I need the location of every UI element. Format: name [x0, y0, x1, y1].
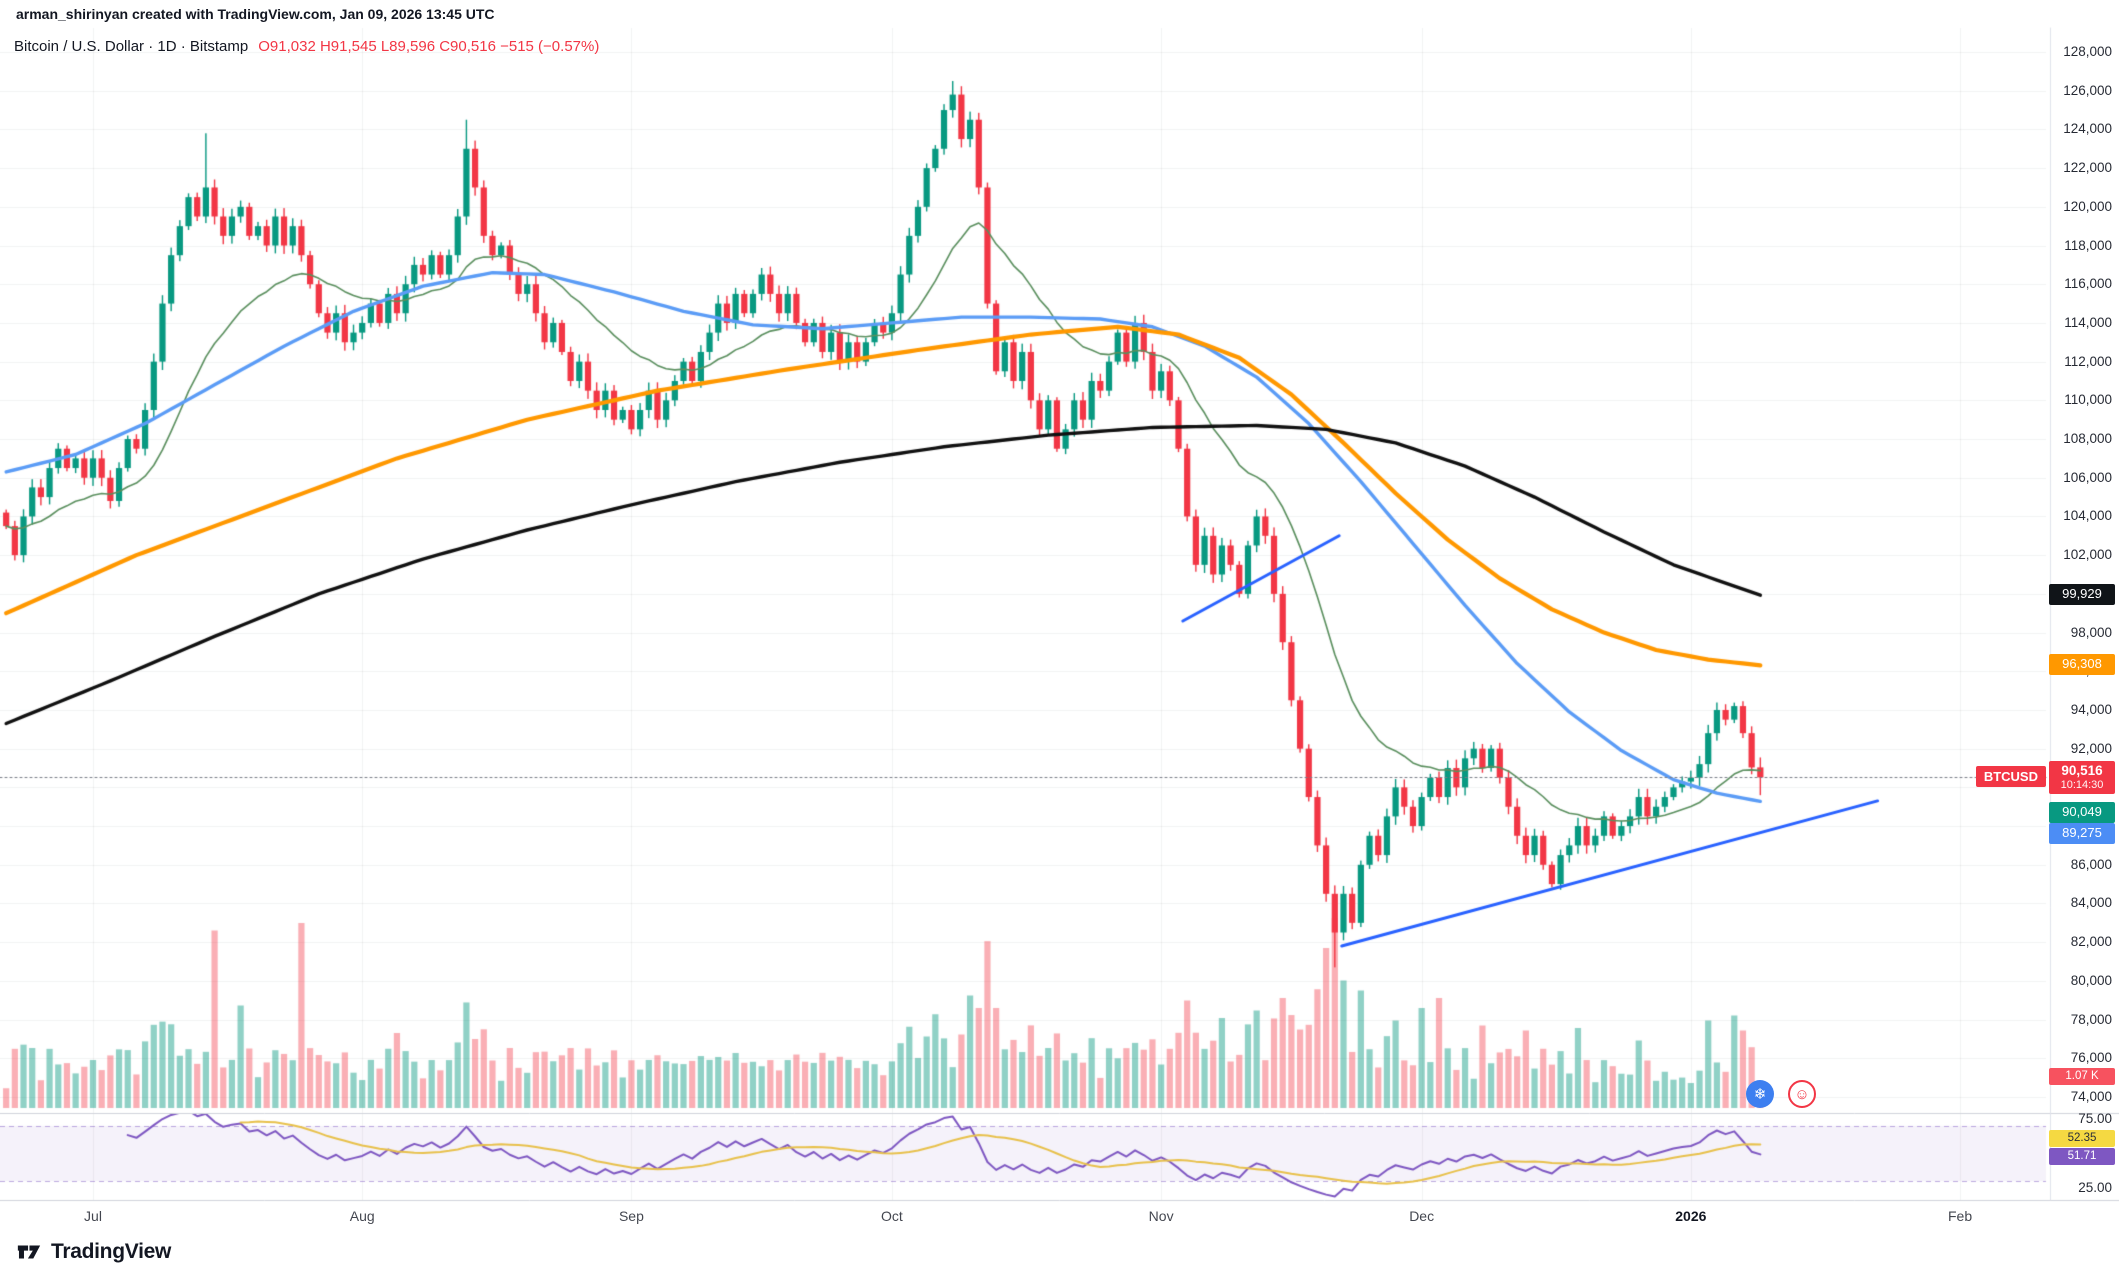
sticker-glyph: ❄ [1753, 1086, 1767, 1103]
y-axis-label: 104,000 [2063, 508, 2112, 524]
y-axis-label: 108,000 [2063, 431, 2112, 447]
chart-legend: Bitcoin / U.S. Dollar · 1D · Bitstamp O9… [14, 38, 599, 55]
sma50-price-badge: 89,275 [2049, 823, 2115, 844]
attribution-bar: arman_shirinyan created with TradingView… [16, 6, 495, 22]
y-axis-label: 122,000 [2063, 160, 2112, 176]
y-axis-label: 106,000 [2063, 469, 2112, 485]
symbol-title[interactable]: Bitcoin / U.S. Dollar · 1D · Bitstamp [14, 38, 249, 55]
sticker-icon-red: ☺ [1788, 1080, 1816, 1108]
y-axis-label: 128,000 [2063, 44, 2112, 59]
symbol-flag-text: BTCUSD [1983, 769, 2038, 784]
y-axis-label: 94,000 [2070, 701, 2112, 717]
attribution-text: arman_shirinyan created with TradingView… [16, 6, 495, 22]
last-price-value: 90,516 [2061, 763, 2103, 778]
y-axis-label: 126,000 [2063, 82, 2112, 98]
ema-short-price-badge: 90,049 [2049, 802, 2115, 823]
y-axis-label: 120,000 [2063, 198, 2112, 214]
x-axis-label: Oct [881, 1208, 903, 1224]
sma200-price-badge: 99,929 [2049, 584, 2115, 606]
y-axis-label: 124,000 [2063, 121, 2112, 137]
rsi-axis-label: 25.00 [2078, 1180, 2112, 1195]
footer-bar: TradingView [0, 1234, 2119, 1269]
y-axis-label: 80,000 [2070, 972, 2112, 988]
x-axis-label: 2026 [1675, 1208, 1707, 1224]
y-axis-label: 112,000 [2064, 353, 2112, 369]
ohlc-values: O91,032 H91,545 L89,596 C90,516 −515 (−0… [258, 38, 600, 55]
symbol-price-flag: BTCUSD [1975, 766, 2046, 787]
bar-countdown: 10:14:30 [2060, 779, 2104, 792]
sticker-glyph: ☺ [1794, 1085, 1810, 1103]
y-axis-label: 98,000 [2070, 624, 2112, 640]
y-axis-label: 114,000 [2064, 314, 2112, 330]
rsi-ma-value-badge: 52.35 [2049, 1130, 2115, 1148]
rsi-axis-label: 75.00 [2078, 1111, 2112, 1126]
y-axis-label: 84,000 [2070, 895, 2112, 911]
y-axis-label: 76,000 [2070, 1050, 2112, 1066]
tradingview-logo-icon[interactable] [16, 1239, 42, 1265]
y-axis-label: 110,000 [2064, 392, 2112, 408]
last-price-badge: 90,516 10:14:30 [2049, 761, 2115, 795]
brand-name[interactable]: TradingView [51, 1239, 172, 1263]
y-axis-label: 82,000 [2070, 934, 2112, 950]
y-axis-label: 78,000 [2070, 1011, 2112, 1027]
y-axis-label: 92,000 [2070, 740, 2112, 756]
sticker-icon-blue: ❄ [1746, 1080, 1774, 1108]
x-axis-label: Sep [618, 1208, 644, 1224]
x-axis-label: Dec [1409, 1208, 1435, 1224]
x-axis-label: Nov [1148, 1208, 1174, 1224]
x-axis-label: Jul [84, 1208, 102, 1224]
rsi-value-badge: 51.71 [2049, 1148, 2115, 1166]
volume-value-badge: 1.07 K [2049, 1068, 2115, 1086]
y-axis-label: 74,000 [2070, 1089, 2112, 1104]
y-axis-label: 86,000 [2070, 856, 2112, 872]
x-axis-label: Aug [349, 1208, 375, 1224]
y-axis-label: 116,000 [2064, 276, 2112, 292]
y-axis-label: 118,000 [2064, 237, 2112, 253]
x-axis-label: Feb [1947, 1208, 1973, 1224]
y-axis-label: 102,000 [2063, 547, 2112, 563]
sma100-price-badge: 96,308 [2049, 654, 2115, 676]
